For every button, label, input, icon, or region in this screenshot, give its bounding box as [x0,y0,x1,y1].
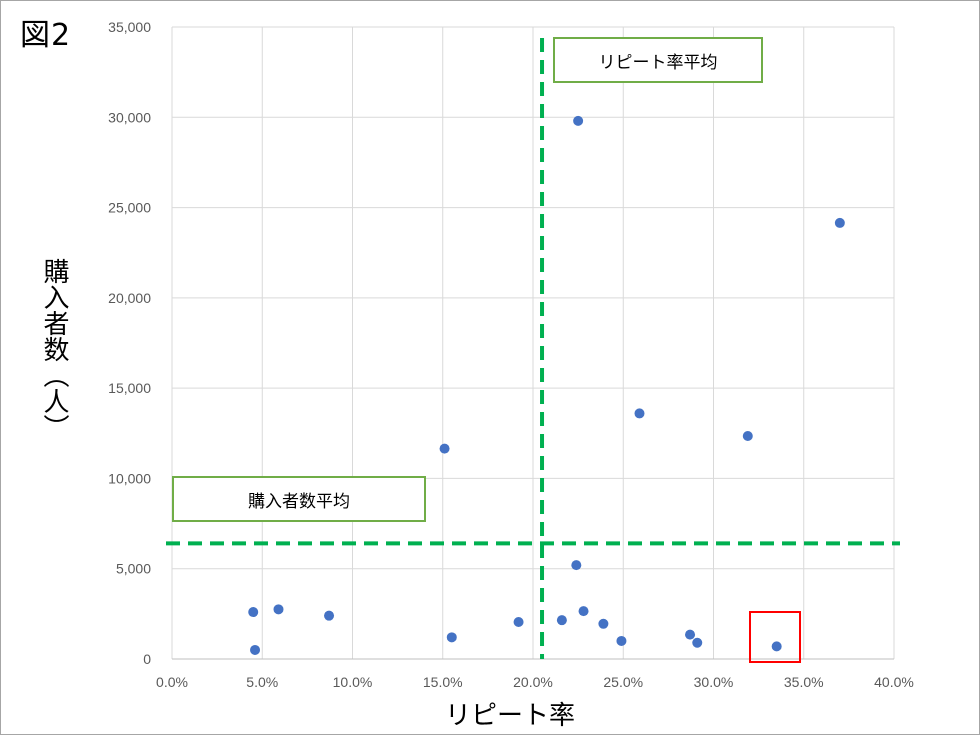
buyers-average-label: 購入者数平均 [172,476,426,522]
data-point [771,641,782,652]
data-point [571,560,582,571]
x-tick-label: 20.0% [513,674,553,690]
y-tick-label: 30,000 [108,109,151,125]
figure-label: 図2 [20,18,72,53]
data-points [248,115,845,655]
data-point [578,606,589,617]
data-point [692,637,703,648]
data-point [634,408,645,419]
data-point [273,604,284,615]
data-point [446,632,457,643]
data-point [598,618,609,629]
highlight-box [749,611,801,663]
y-tick-label: 10,000 [108,470,151,486]
y-tick-label: 35,000 [108,19,151,35]
data-point [513,616,524,627]
data-point [556,615,567,626]
data-point [250,644,261,655]
axis-ticks: 0.0% 5.0% 10.0% 15.0% 20.0% 25.0% 30.0% 35.0% 40… [108,19,914,690]
x-tick-label: 25.0% [603,674,643,690]
data-point [616,635,627,646]
data-point [834,217,845,228]
y-tick-label: 0 [143,651,151,667]
y-tick-label: 25,000 [108,200,151,216]
x-tick-label: 40.0% [874,674,914,690]
data-point [685,629,696,640]
y-axis-label: 購入者数（人） [39,258,69,440]
reference-lines [166,38,900,659]
data-point [742,430,753,441]
x-tick-label: 5.0% [246,674,278,690]
data-point [324,610,335,621]
grid-lines [171,26,895,660]
y-tick-label: 5,000 [116,561,151,577]
data-point [248,607,259,618]
x-tick-label: 15.0% [423,674,463,690]
x-tick-label: 0.0% [156,674,188,690]
data-point [439,443,450,454]
x-axis-label: リピート率 [444,701,575,731]
x-tick-label: 35.0% [784,674,824,690]
x-tick-label: 30.0% [694,674,734,690]
y-tick-label: 20,000 [108,290,151,306]
repeat-rate-average-label: リピート率平均 [553,37,763,83]
data-point [573,115,584,126]
y-tick-label: 15,000 [108,380,151,396]
x-tick-label: 10.0% [333,674,373,690]
